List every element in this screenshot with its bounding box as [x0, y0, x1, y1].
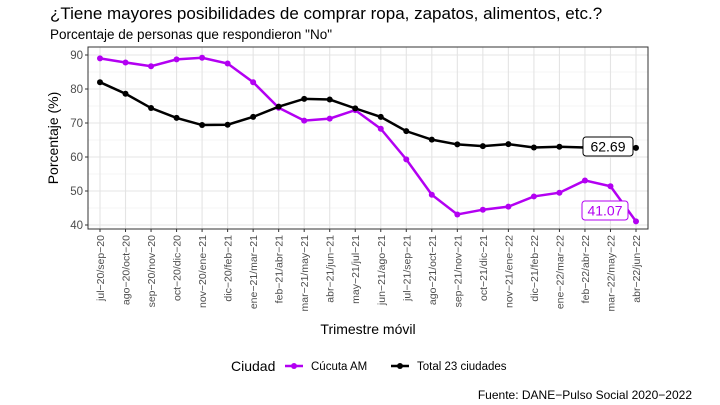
chart-title: ¿Tiene mayores posibilidades de comprar … — [50, 4, 603, 23]
data-point-total — [428, 136, 435, 143]
y-tick-label: 60 — [70, 152, 83, 164]
legend-label: Cúcuta AM — [311, 361, 367, 373]
x-tick-label: feb−22/abr−22 — [580, 235, 592, 303]
x-tick-label: dic−21/feb−22 — [529, 235, 541, 302]
data-point-cucuta — [505, 203, 512, 210]
x-tick-label: ago−21/oct−21 — [427, 235, 439, 305]
data-point-cucuta — [122, 59, 129, 66]
x-tick-label: feb−21/abr−21 — [274, 235, 286, 303]
data-point-total — [301, 95, 308, 102]
data-point-cucuta — [199, 54, 206, 61]
data-point-total — [173, 114, 180, 121]
data-point-total — [556, 143, 563, 150]
data-point-cucuta — [148, 63, 155, 70]
data-point-cucuta — [479, 206, 486, 213]
data-point-cucuta — [454, 211, 461, 218]
series-line-total — [99, 81, 637, 150]
x-tick-label: nov−20/ene−21 — [197, 235, 209, 308]
end-label-box — [582, 136, 634, 157]
x-tick-label: jun−21/ago−21 — [376, 235, 388, 306]
data-point-total — [275, 103, 282, 110]
x-tick-label: sep−20/nov−20 — [146, 235, 158, 308]
x-tick-label: mar−21/may−21 — [299, 235, 311, 312]
data-point-total — [122, 90, 129, 97]
x-tick-label: ago−20/oct−20 — [121, 235, 133, 305]
data-point-total — [326, 96, 333, 103]
data-point-cucuta — [97, 55, 103, 62]
x-tick-label: jul−21/sep−21 — [401, 235, 413, 302]
data-point-cucuta — [428, 191, 435, 198]
x-tick-label: ene−22/mar−22 — [554, 235, 566, 309]
data-point-total — [224, 121, 231, 128]
data-point-total — [377, 113, 384, 120]
x-axis-title: Trimestre móvil — [320, 321, 415, 337]
x-tick-label: sep−21/nov−21 — [452, 235, 464, 308]
chart-subtitle: Porcentaje de personas que respondieron … — [50, 27, 333, 42]
x-tick-label: nov−21/ene−22 — [503, 235, 515, 308]
data-point-cucuta — [326, 115, 333, 122]
data-point-cucuta — [403, 156, 410, 163]
data-point-total — [250, 113, 257, 120]
x-tick-label: jul−20/sep−20 — [95, 235, 107, 302]
data-point-cucuta — [607, 183, 614, 190]
x-tick-label: mar−22/may−22 — [605, 235, 617, 312]
x-tick-label: ene−21/mar−21 — [248, 235, 260, 309]
end-label: 62.69 — [590, 139, 625, 155]
y-axis-title: Porcentaje (%) — [45, 92, 61, 185]
x-tick-label: abr−21/jun−21 — [325, 235, 337, 303]
data-point-total — [199, 122, 206, 129]
data-point-cucuta — [633, 218, 639, 225]
x-tick-label: may−21/jul−21 — [350, 235, 362, 304]
data-point-total — [505, 141, 512, 148]
end-label: 41.07 — [587, 203, 622, 219]
data-point-cucuta — [377, 125, 384, 132]
data-point-total — [454, 141, 461, 148]
data-point-cucuta — [581, 177, 588, 184]
y-tick-label: 40 — [70, 220, 83, 232]
legend-key-point — [397, 363, 403, 369]
y-tick-label: 50 — [70, 186, 83, 198]
data-point-total — [148, 105, 155, 112]
end-label-box — [581, 200, 629, 221]
x-tick-label: abr−22/jun−22 — [631, 235, 643, 303]
x-tick-label: oct−20/dic−20 — [172, 235, 184, 301]
data-point-cucuta — [530, 193, 537, 200]
series-line-cucuta — [99, 56, 638, 223]
y-tick-label: 90 — [70, 50, 83, 62]
data-point-total — [97, 79, 103, 86]
legend-label: Total 23 ciudades — [417, 361, 507, 373]
data-point-cucuta — [224, 60, 231, 67]
legend-key-point — [291, 363, 297, 369]
legend-title: Ciudad — [231, 358, 275, 374]
x-tick-label: dic−20/feb−21 — [223, 235, 235, 302]
data-point-cucuta — [556, 189, 563, 196]
data-point-total — [403, 128, 410, 135]
plot-panel — [88, 47, 648, 229]
data-point-total — [633, 144, 639, 151]
data-point-cucuta — [301, 117, 308, 124]
y-tick-label: 80 — [70, 84, 83, 96]
data-point-total — [479, 143, 486, 150]
source-note: Fuente: DANE−Pulso Social 2020−2022 — [477, 388, 692, 402]
data-point-total — [530, 144, 537, 151]
data-point-cucuta — [173, 56, 180, 63]
plot-border — [87, 46, 649, 230]
y-tick-label: 70 — [70, 118, 83, 130]
x-tick-label: oct−21/dic−21 — [478, 235, 490, 301]
data-point-cucuta — [250, 79, 257, 86]
data-point-total — [352, 105, 359, 112]
